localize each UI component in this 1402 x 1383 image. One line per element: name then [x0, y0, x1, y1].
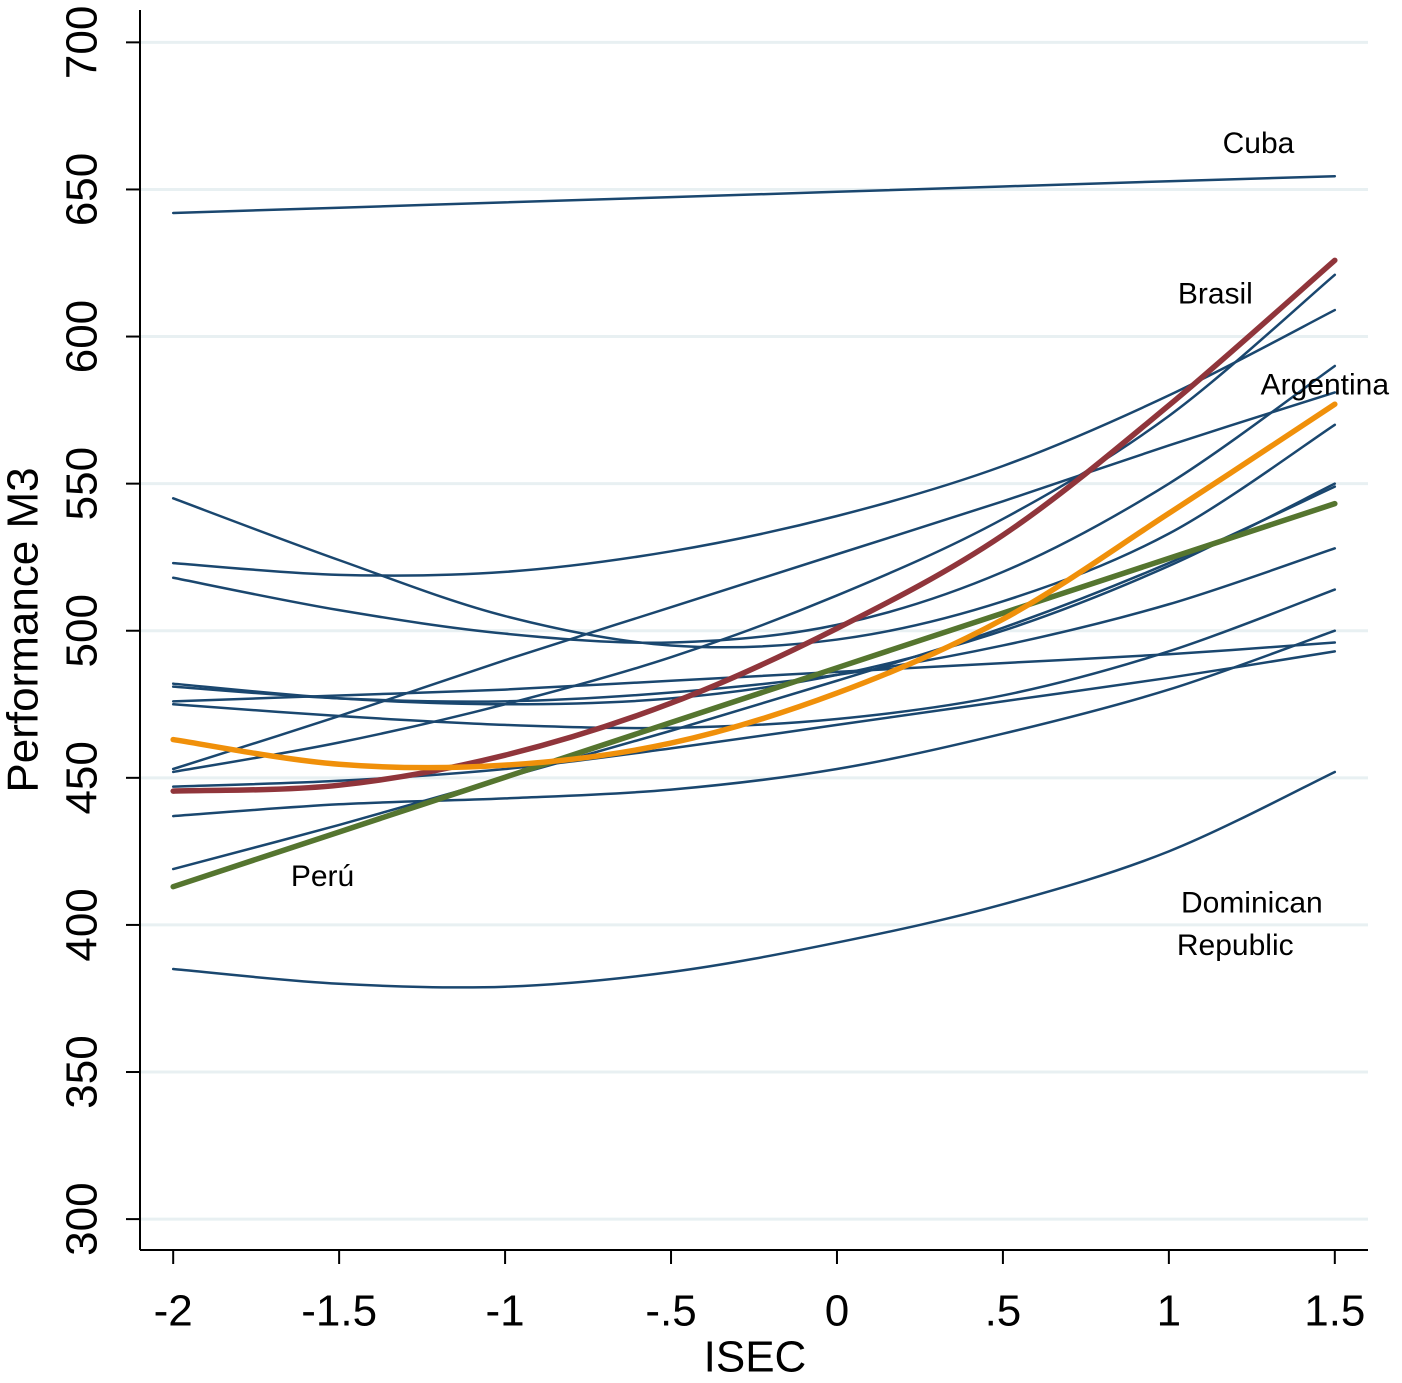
series-line [170, 500, 1338, 890]
series-line [171, 273, 1337, 774]
x-tick-label: -1.5 [301, 1287, 377, 1336]
series-line [171, 308, 1337, 577]
x-tick-label: -.5 [645, 1287, 696, 1336]
y-tick-label: 700 [58, 6, 107, 79]
series-line [171, 485, 1337, 871]
series-line [171, 364, 1337, 645]
y-tick-label: 600 [58, 300, 107, 373]
x-axis-title: ISEC [704, 1333, 807, 1382]
y-tick-label: 300 [58, 1182, 107, 1255]
series-line [171, 588, 1337, 730]
series-line [171, 391, 1337, 771]
annotation: Brasil [1178, 277, 1253, 310]
series-line [171, 641, 1337, 703]
series-line [171, 770, 1337, 989]
annotation: Perú [291, 860, 354, 893]
y-tick-label: 500 [58, 594, 107, 667]
series-line [171, 547, 1337, 703]
x-tick-label: 0 [825, 1287, 849, 1336]
series-line [170, 257, 1338, 794]
series-line [171, 650, 1337, 788]
x-tick-label: .5 [985, 1287, 1022, 1336]
series-line [171, 629, 1337, 818]
series-line [171, 423, 1337, 649]
y-tick-label: 400 [58, 888, 107, 961]
annotation: Republic [1177, 929, 1294, 962]
y-tick-label: 350 [58, 1035, 107, 1108]
x-tick-label: 1.5 [1304, 1287, 1365, 1336]
x-tick-label: -2 [154, 1287, 193, 1336]
series-line [170, 401, 1338, 771]
x-tick-label: 1 [1157, 1287, 1181, 1336]
y-tick-label: 550 [58, 447, 107, 520]
series-line [171, 174, 1337, 215]
annotation: Dominican [1181, 886, 1323, 919]
y-tick-label: 450 [58, 741, 107, 814]
y-axis-title: Performance M3 [0, 467, 48, 792]
annotation: Cuba [1223, 127, 1295, 160]
x-tick-label: -1 [486, 1287, 525, 1336]
y-tick-label: 650 [58, 153, 107, 226]
annotation: Argentina [1261, 368, 1390, 401]
